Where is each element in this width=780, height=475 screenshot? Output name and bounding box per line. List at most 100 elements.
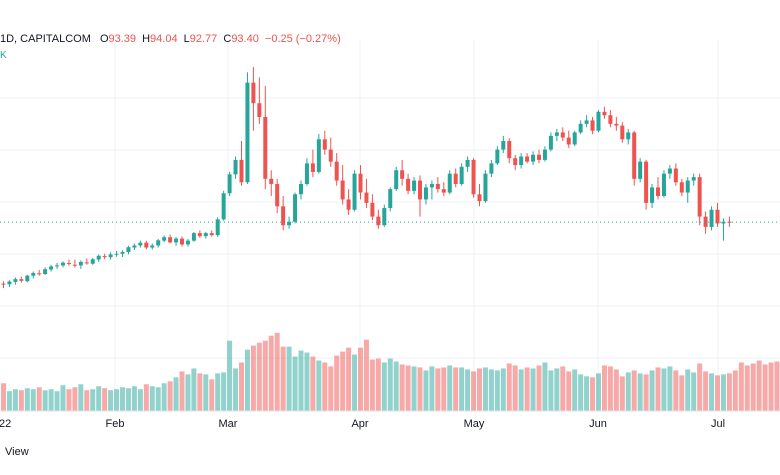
volume-bar [209,379,215,411]
candle-body [281,206,286,226]
x-tick-label: Jul [711,418,725,430]
volume-bar [560,366,566,411]
volume-bar [256,342,262,411]
candle-body [423,187,428,200]
volume-bar [292,356,298,411]
candle [257,77,262,124]
candle-body [144,242,149,248]
candle [441,182,446,196]
volume-bar [685,369,691,411]
candle-body [560,132,565,138]
volume-bar [155,387,161,411]
volume-bar [643,374,649,411]
candle [495,146,500,166]
volume-bar [286,346,292,411]
high-label: H [142,33,151,45]
candle-body [185,240,190,245]
candle [721,218,726,241]
volume-bar [732,370,738,411]
volume-bar [744,365,750,411]
volume-bar [298,350,304,411]
candle-body [566,137,571,145]
candle-body [709,209,714,227]
volume-bar [477,368,482,411]
candle [174,237,179,246]
candle-body [191,233,196,241]
candle [394,166,399,191]
candle-body [352,173,357,210]
candle [376,209,381,229]
candle [429,180,434,200]
volume-bar [143,384,149,411]
volume-bar [90,389,96,411]
view-button[interactable]: View [5,446,29,458]
grid [0,40,780,411]
candle-body [120,252,125,254]
candle [114,250,119,257]
candle [19,276,24,283]
ohlc-legend: 1D, CAPITALCOM O93.39 H94.04 L92.77 C93.… [0,33,341,45]
volume-value: K [0,50,7,61]
volume-bar [655,367,661,411]
candle [507,138,512,164]
volume-bar [524,367,530,411]
candle-body [632,132,637,179]
candle [304,158,309,186]
candle [126,245,131,255]
candle [471,158,476,198]
candle [548,132,553,152]
volume-bar [66,389,72,411]
volume-bar [417,367,423,411]
volume-bar [387,358,393,411]
candle [519,153,524,169]
volume-bar [197,373,203,411]
candle-body [364,192,369,203]
candle-body [304,163,309,184]
candle [245,72,250,184]
candle-body [37,273,42,275]
volume-bar [84,390,90,411]
candle [293,192,298,224]
candle-body [382,208,387,226]
candle-body [257,103,262,117]
candle [453,168,458,188]
candle-body [138,242,143,246]
candle [489,159,494,178]
volume-bar [369,359,375,411]
x-tick-label: Feb [106,418,125,430]
candle [66,259,71,266]
volume-bar [738,362,744,411]
candle-body [251,82,256,104]
candle-body [162,237,167,241]
volume-bar [447,365,453,411]
candle [263,86,268,190]
volume-bar [304,352,310,411]
volume-bar [42,390,48,411]
volume-bar [661,368,667,411]
volume-bar [310,356,316,411]
candle-body [650,187,655,203]
candle-body [132,245,137,248]
candle [465,156,470,172]
volume-bar [221,372,227,411]
candle [221,190,226,221]
candle [120,250,125,258]
candle-body [7,281,12,285]
candle [352,170,357,212]
candle [406,173,411,195]
candle [608,110,613,128]
volume-bar [584,376,590,411]
candle [1,281,6,289]
open-label: O [99,33,109,45]
candle-body [656,187,660,196]
candle [650,183,655,209]
candle-body [572,132,577,145]
candle-body [471,159,476,195]
candle [78,260,83,269]
volume-bar [512,365,518,411]
candle [49,264,54,272]
volume-bar [429,366,435,411]
candle-body [477,194,482,202]
